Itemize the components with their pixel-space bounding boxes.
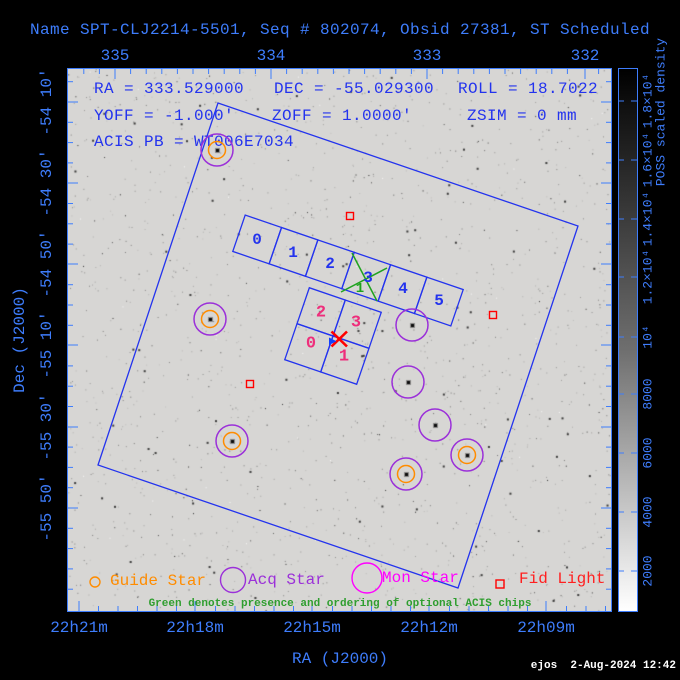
bottom-axis-tick-label: 22h18m [166, 619, 224, 637]
info-ra: RA = 333.529000 [94, 80, 245, 98]
legend-acq-star: Acq Star [248, 571, 325, 589]
colorbar-tick-label: 1.8×10⁴ [640, 73, 656, 129]
top-axis-tick-label: 332 [570, 47, 600, 65]
dec-axis-tick-label: -55 50' [38, 474, 56, 542]
info-roll: ROLL = 18.7022 [458, 80, 599, 98]
legend-fid-light: Fid Light [519, 570, 606, 588]
colorbar-tick-label: 1.6×10⁴ [640, 132, 656, 188]
top-axis-tick-label: 335 [100, 47, 130, 65]
info-dec: DEC = -55.029300 [274, 80, 435, 98]
page-title: Name SPT-CLJ2214-5501, Seq # 802074, Obs… [29, 21, 651, 39]
colorbar-tick-label: 1.2×10⁴ [640, 249, 656, 305]
info-yoff: YOFF = -1.000' [94, 107, 235, 125]
colorbar-tick-label: 1.4×10⁴ [640, 191, 656, 247]
colorbar-title: POSS scaled density [653, 37, 669, 187]
dec-axis-tick-label: -54 50' [38, 230, 56, 298]
legend-mon-star: Mon Star [382, 569, 459, 587]
user-date-stamp: ejos 2-Aug-2024 12:42 [530, 660, 676, 672]
top-axis-tick-label: 333 [412, 47, 442, 65]
dec-axis-tick-label: -54 30' [38, 149, 56, 217]
bottom-axis-tick-label: 22h21m [50, 619, 108, 637]
info-zoff: ZOFF = 1.0000' [272, 107, 413, 125]
optional-chips-note: Green denotes presence and ordering of o… [148, 598, 532, 610]
info-zsim: ZSIM = 0 mm [467, 107, 578, 125]
colorbar-tick-label: 2000 [640, 555, 656, 587]
dec-axis-tick-label: -54 10' [38, 68, 56, 136]
colorbar-tick-label: 8000 [640, 378, 656, 410]
bottom-axis-tick-label: 22h09m [517, 619, 575, 637]
bottom-axis-tick-label: 22h12m [400, 619, 458, 637]
bottom-axis-tick-label: 22h15m [283, 619, 341, 637]
colorbar-tick-label: 6000 [640, 437, 656, 469]
info-acis-pb: ACIS PB = WT006E7034 [94, 133, 295, 151]
colorbar-tick-label: 4000 [640, 496, 656, 528]
colorbar [618, 68, 638, 612]
dec-axis-title: Dec (J2000) [11, 287, 29, 393]
colorbar-tick-label: 10⁴ [640, 325, 656, 349]
top-axis-tick-label: 334 [256, 47, 286, 65]
ra-axis-title: RA (J2000) [291, 650, 389, 668]
dec-axis-tick-label: -55 10' [38, 311, 56, 379]
legend-guide-star: Guide Star [110, 572, 207, 590]
dec-axis-tick-label: -55 30' [38, 393, 56, 461]
